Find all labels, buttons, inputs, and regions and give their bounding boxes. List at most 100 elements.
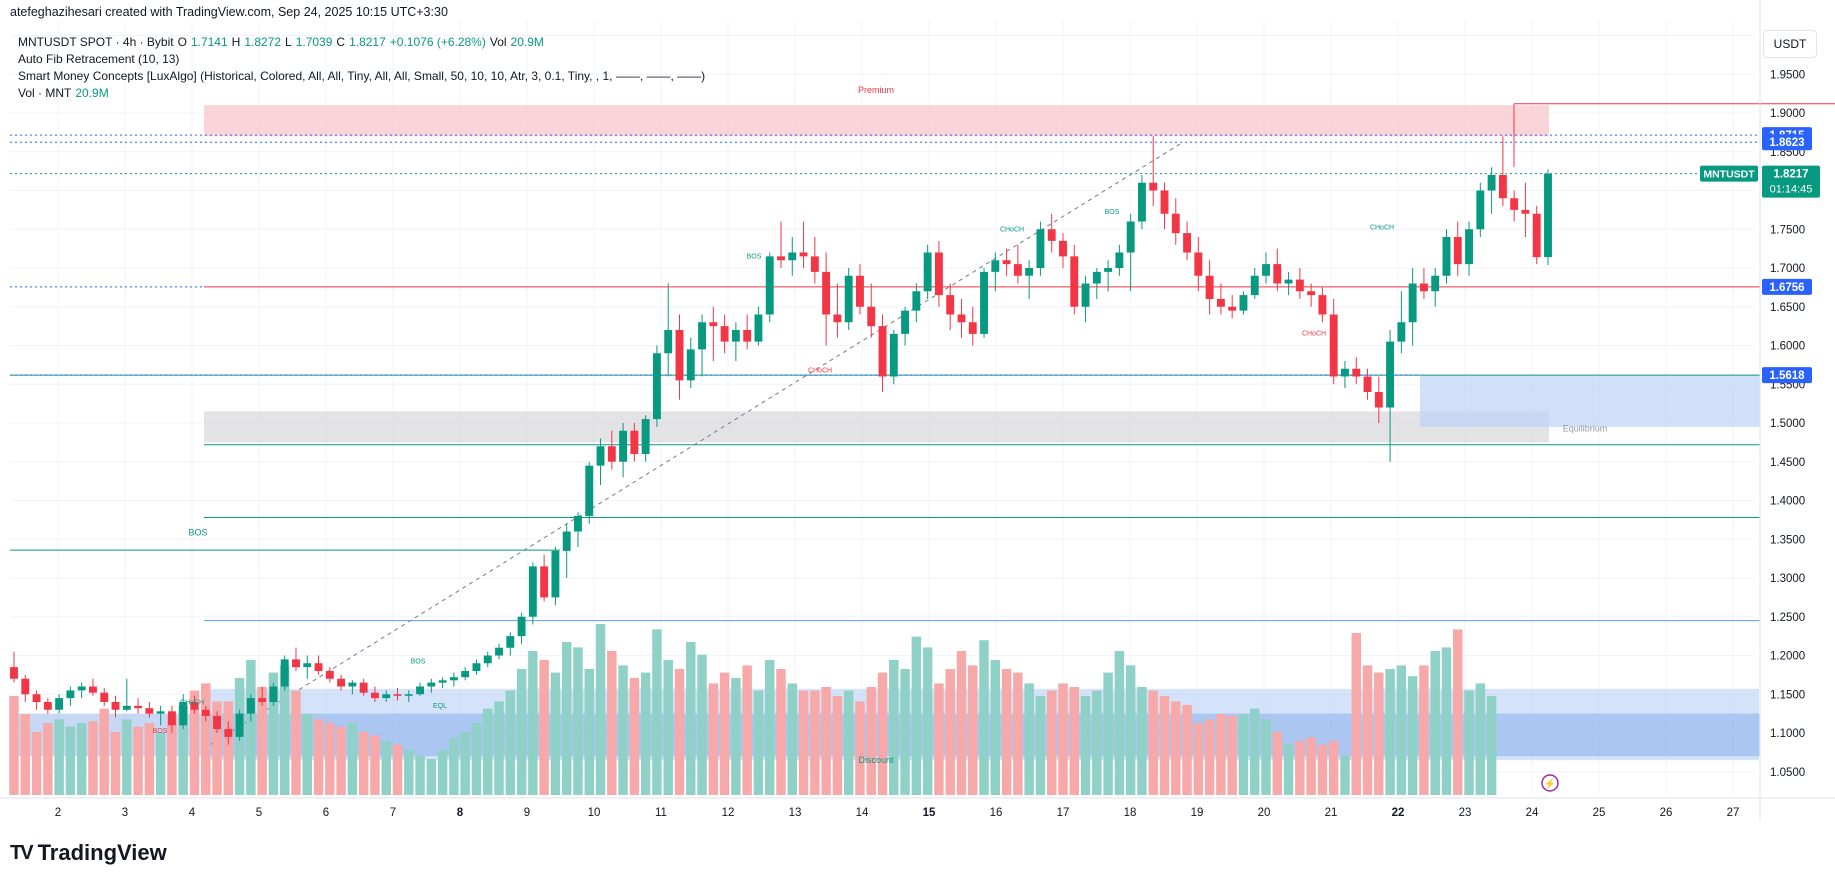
candle-body: [1262, 264, 1270, 276]
candle-body: [77, 686, 86, 691]
candle-body: [66, 690, 75, 699]
candle-body: [122, 705, 131, 710]
vol-indicator-label[interactable]: Vol · MNT: [18, 86, 72, 100]
candle-body: [382, 694, 391, 699]
candle-body: [528, 566, 537, 617]
volume-label: Vol: [489, 35, 507, 49]
candle-body: [213, 715, 221, 730]
volume-bar: [76, 723, 87, 795]
volume-bar: [110, 732, 121, 795]
indicator-fib[interactable]: Auto Fib Retracement (10, 13): [18, 51, 705, 68]
volume-bar: [1238, 714, 1249, 795]
low-value: 1.7039: [295, 35, 333, 49]
candle-body: [246, 698, 255, 714]
candle-body: [1092, 271, 1101, 284]
candle-body: [743, 330, 752, 342]
x-tick-label: 5: [256, 807, 262, 819]
candle-body: [258, 698, 267, 702]
open-value: 1.7141: [190, 35, 228, 49]
candle-body: [1397, 322, 1406, 342]
candle-body: [472, 663, 481, 671]
smc-label[interactable]: Smart Money Concepts [LuxAlgo] (Historic…: [18, 69, 706, 83]
volume-bar: [31, 732, 42, 795]
y-tick-label: 1.6000: [1770, 341, 1805, 353]
candle-body: [404, 694, 413, 696]
volume-bar: [697, 654, 707, 795]
tradingview-brand[interactable]: TV TradingView: [10, 840, 167, 866]
volume-bar: [1159, 696, 1170, 795]
candle-body: [844, 275, 853, 323]
structure-label: CHoCH: [1302, 330, 1326, 337]
low-label: L: [285, 35, 292, 49]
volume-bar: [776, 669, 786, 795]
volume-bar: [550, 672, 561, 795]
volume-bar: [1453, 629, 1463, 795]
symbol-title[interactable]: MNTUSDT SPOT · 4h · Bybit: [18, 35, 174, 49]
volume-bar: [404, 750, 414, 795]
indicator-smc[interactable]: Smart Money Concepts [LuxAlgo] (Historic…: [18, 68, 705, 85]
volume-bar: [821, 687, 831, 795]
candle-body: [1329, 314, 1338, 377]
candle-body: [1341, 368, 1349, 377]
candle-body: [325, 671, 334, 679]
candle-body: [1544, 173, 1552, 258]
candle-body: [1476, 190, 1485, 230]
currency-button[interactable]: USDT: [1763, 30, 1817, 58]
price-label-text: 1.5618: [1769, 370, 1805, 382]
volume-bar: [855, 701, 865, 795]
candle-body: [1532, 213, 1541, 258]
volume-bar: [1171, 701, 1181, 795]
volume-bar: [934, 683, 944, 795]
x-tick-label: 18: [1124, 807, 1137, 819]
y-tick-label: 1.7500: [1770, 224, 1805, 236]
volume-bar: [731, 678, 741, 795]
volume-bar: [1385, 669, 1395, 795]
structure-label: CHoCH: [1000, 227, 1024, 234]
volume-bar: [133, 726, 143, 795]
symbol-ohlc-row[interactable]: MNTUSDT SPOT · 4h · Bybit O 1.7141 H 1.827…: [18, 34, 705, 51]
candle-body: [1442, 237, 1451, 276]
volume-bar: [246, 660, 256, 795]
x-tick-label: 13: [789, 807, 802, 819]
volume-bar: [516, 669, 527, 795]
volume-bar: [1114, 651, 1125, 795]
volume-bar: [1035, 696, 1046, 795]
indicator-volume[interactable]: Vol · MNT 20.9M: [18, 85, 705, 102]
volume-bar: [1080, 696, 1091, 795]
vol-indicator-value: 20.9M: [75, 86, 109, 100]
volume-bar: [302, 714, 313, 795]
volume-bar: [1137, 687, 1147, 795]
y-tick-label: 1.3500: [1770, 534, 1805, 546]
candle-body: [1239, 295, 1248, 311]
volume-bar: [449, 737, 459, 795]
volume-bar: [708, 683, 719, 795]
volume-bar: [268, 672, 279, 795]
last-price-box: [1762, 165, 1820, 198]
candle-body: [224, 729, 233, 737]
candle-body: [100, 692, 109, 702]
equilibrium-zone: [204, 411, 1549, 443]
candle-body: [416, 686, 425, 695]
y-tick-label: 1.3000: [1770, 573, 1805, 585]
structure-label: BOS: [1105, 209, 1120, 216]
x-tick-label: 20: [1258, 807, 1271, 819]
volume-bar: [1295, 741, 1305, 795]
volume-bar: [347, 723, 358, 795]
volume-bar: [482, 708, 493, 795]
candle-body: [190, 702, 199, 710]
tradingview-logo-icon: TV: [10, 841, 34, 864]
volume-bar: [674, 669, 685, 795]
volume-bar: [618, 665, 628, 795]
candle-body: [1036, 229, 1045, 268]
volume-bar: [1419, 665, 1429, 795]
volume-bar: [1193, 723, 1204, 795]
y-tick-label: 1.0500: [1770, 767, 1805, 779]
volume-bar: [144, 723, 155, 795]
fib-label[interactable]: Auto Fib Retracement (10, 13): [18, 52, 180, 66]
volume-bar: [753, 690, 764, 795]
demand-block: [1420, 374, 1760, 427]
volume-bar: [1340, 755, 1350, 795]
candle-body: [698, 322, 706, 350]
volume-bar: [325, 723, 335, 795]
